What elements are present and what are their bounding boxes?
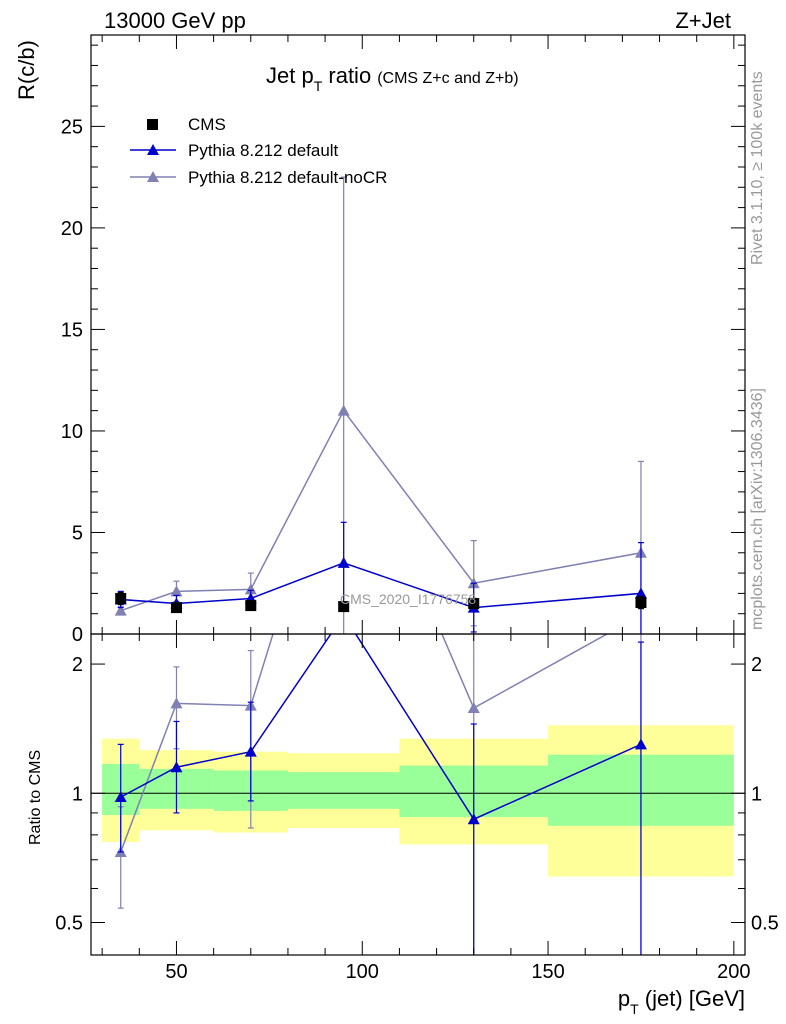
data-point [244, 583, 257, 595]
series-2 [114, 176, 647, 634]
legend-marker-nocr [147, 171, 159, 182]
legend-label-cms: CMS [188, 115, 226, 134]
data-point [635, 597, 647, 609]
data-point [468, 598, 480, 610]
header-left: 13000 GeV pp [104, 8, 246, 33]
series-0 [115, 591, 647, 614]
ratio-point [114, 791, 127, 803]
ratio-y-tick-label: 0.5 [55, 912, 83, 934]
y-tick-label: 10 [61, 421, 83, 443]
y-tick-label: 25 [61, 116, 83, 138]
bottom-bands [91, 725, 745, 877]
watermark: CMS_2020_I1776758 [340, 591, 476, 607]
axes: 0 5 10 15 20 25 0.5 0.5 1 1 2 2 50 100 150 200 [55, 34, 779, 983]
bottom-panel [114, 634, 647, 955]
y-tick-label: 0 [72, 624, 83, 646]
x-tick-label: 200 [717, 961, 750, 983]
ratio-y-tick-label-right: 2 [751, 654, 762, 676]
data-point [634, 587, 647, 599]
x-tick-label: 100 [346, 961, 379, 983]
ratio-point [467, 813, 480, 825]
x-axis-label: pT (jet) [GeV] [618, 986, 745, 1017]
band-green [287, 772, 400, 809]
data-point [338, 601, 350, 613]
data-point [114, 604, 127, 616]
ratio-point [467, 702, 480, 714]
legend-marker-cms [147, 119, 158, 130]
data-point [170, 602, 182, 614]
series-1 [114, 521, 647, 634]
x-tick-label: 150 [531, 961, 564, 983]
data-point [115, 592, 127, 604]
ratio-point [244, 745, 257, 757]
legend-marker-default [147, 144, 159, 155]
series-line [120, 562, 642, 609]
ratio-point [634, 738, 647, 750]
y-tick-label: 20 [61, 218, 83, 240]
data-point [337, 556, 350, 568]
ratio-y-tick-label: 2 [72, 654, 83, 676]
series-line [120, 409, 642, 612]
ratio-point [170, 761, 183, 773]
legend-label-default: Pythia 8.212 default [188, 141, 339, 160]
mcplots-text: mcplots.cern.ch [arXiv:1306.3436] [749, 388, 766, 630]
top-panel [114, 176, 647, 634]
y-axis-label-bottom: Ratio to CMS [27, 750, 44, 845]
ratio-series-2 [114, 634, 642, 955]
ratio-line [120, 634, 642, 821]
data-point [245, 600, 257, 612]
data-point [337, 404, 350, 416]
legend-label-nocr: Pythia 8.212 default-noCR [188, 168, 387, 187]
header-right: Z+Jet [675, 8, 731, 33]
bottom-frame [90, 633, 746, 956]
ratio-y-tick-label: 1 [72, 783, 83, 805]
ratio-y-tick-label-right: 1 [751, 783, 762, 805]
ratio-y-tick-label-right: 0.5 [751, 912, 779, 934]
y-axis-label-top: R(c/b) [14, 40, 39, 100]
legend: CMS Pythia 8.212 default Pythia 8.212 de… [130, 115, 387, 187]
chart-title: Jet pT ratio (CMS Z+c and Z+b) [266, 63, 519, 94]
ratio-line [120, 634, 609, 853]
x-tick-label: 50 [165, 961, 187, 983]
ratio-point [170, 697, 183, 709]
y-tick-label: 5 [72, 522, 83, 544]
rivet-text: Rivet 3.1.10, ≥ 100k events [749, 71, 766, 265]
data-point [170, 585, 183, 597]
y-tick-label: 15 [61, 319, 83, 341]
ratio-series-1 [114, 634, 647, 955]
